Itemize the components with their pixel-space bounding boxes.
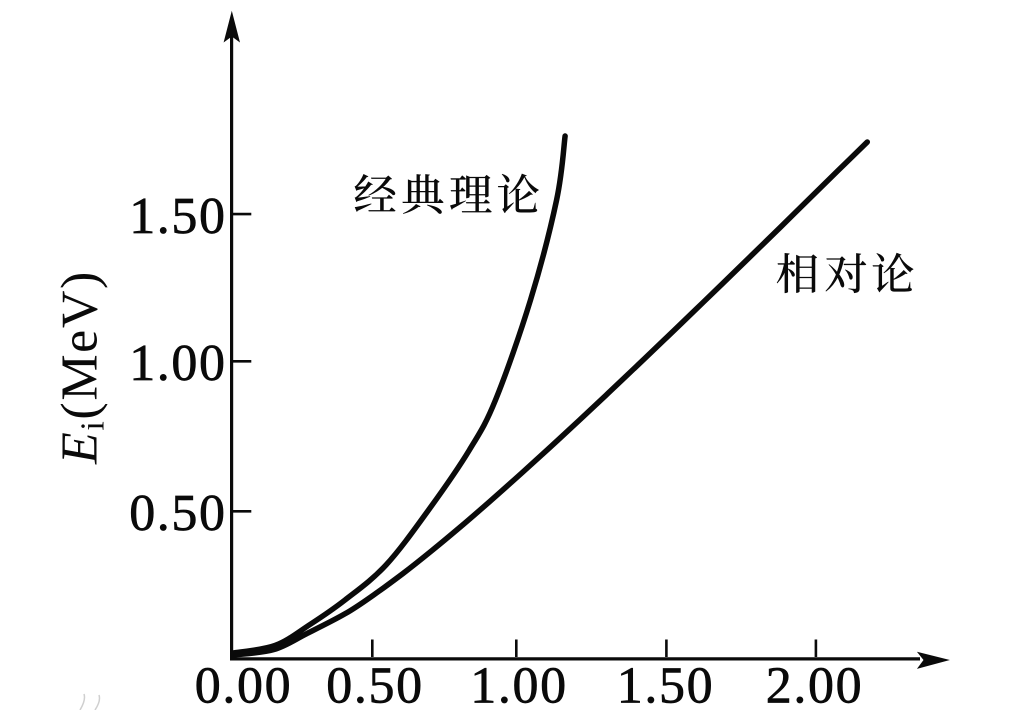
svg-text:Ei(MeV): Ei(MeV) bbox=[52, 270, 112, 465]
svg-text:1.00: 1.00 bbox=[129, 335, 226, 392]
svg-text:0.50: 0.50 bbox=[326, 658, 423, 710]
svg-text:1.50: 1.50 bbox=[129, 188, 226, 245]
svg-text:0.00: 0.00 bbox=[195, 658, 292, 710]
svg-text:1.00: 1.00 bbox=[470, 658, 567, 710]
svg-text:0.50: 0.50 bbox=[129, 485, 226, 542]
svg-text:1.50: 1.50 bbox=[617, 658, 714, 710]
svg-text:2.00: 2.00 bbox=[766, 658, 863, 710]
